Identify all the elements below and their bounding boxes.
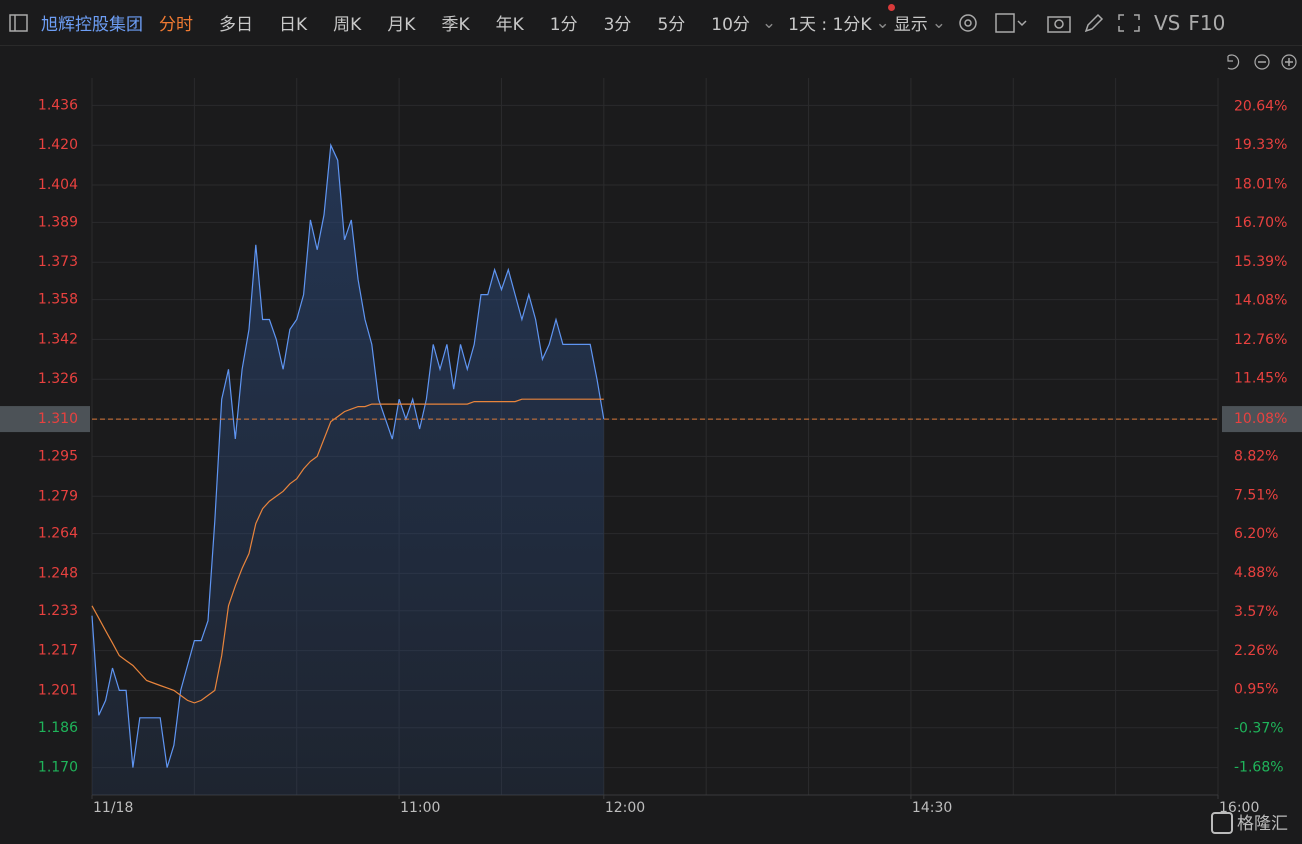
tab[interactable]: 1分 xyxy=(549,15,578,35)
watermark-text: 格隆汇 xyxy=(1237,814,1288,834)
tab[interactable]: 多日 xyxy=(219,15,253,35)
y-tick-label: 1.373 xyxy=(38,254,78,270)
display-select[interactable]: 显示 xyxy=(887,4,928,35)
y2-tick-label: -1.68% xyxy=(1234,759,1284,775)
tabs: 分时 多日 日K 周K 月K 季K 年K 1分 3分 5分 10分 xyxy=(159,10,776,35)
y2-tick-label: 20.64% xyxy=(1234,98,1287,114)
y-tick-label: 1.342 xyxy=(38,331,78,347)
average-line xyxy=(91,398,604,704)
tab[interactable]: 分时 xyxy=(159,15,193,35)
display-label: 显示 xyxy=(893,15,928,35)
vs-button[interactable]: VS xyxy=(1153,10,1181,35)
y-tick-label: 1.358 xyxy=(38,292,78,308)
y-tick-label: 1.404 xyxy=(38,177,78,193)
y2-tick-label: 16.70% xyxy=(1234,215,1287,231)
y2-tick-label: 6.20% xyxy=(1234,526,1278,542)
y-tick-label: 1.420 xyxy=(38,137,78,153)
watermark: 格隆汇 xyxy=(1211,812,1288,834)
x-tick-label: 12:00 xyxy=(605,800,645,816)
y2-tick-label: 0.95% xyxy=(1234,682,1278,698)
x-tick-label: 14:30 xyxy=(912,800,952,816)
y-tick-label: 1.295 xyxy=(38,448,78,464)
price-area xyxy=(92,145,604,795)
y2-tick-label: 10.08% xyxy=(1234,411,1287,427)
pct-highlight xyxy=(1222,406,1302,433)
sidebar-toggle[interactable] xyxy=(9,13,29,33)
tab[interactable]: 日K xyxy=(279,15,308,35)
y-tick-label: 1.217 xyxy=(38,643,78,659)
y-tick-label: 1.436 xyxy=(38,97,78,113)
y-tick-label: 1.279 xyxy=(38,488,78,504)
tab[interactable]: 季K xyxy=(441,15,470,35)
tab[interactable]: 5分 xyxy=(657,15,686,35)
y2-tick-label: 8.82% xyxy=(1234,448,1278,464)
y2-tick-label: 14.08% xyxy=(1234,293,1287,309)
tab[interactable]: 月K xyxy=(387,15,416,35)
y2-tick-label: 15.39% xyxy=(1234,254,1287,270)
tab[interactable]: 年K xyxy=(495,15,524,35)
toolbar: 旭辉控股集团 分时 多日 日K 周K 月K 季K 年K 1分 3分 5分 10分 ⌄ 1天 : 1分… xyxy=(0,0,1302,46)
y2-tick-label: 18.01% xyxy=(1234,176,1287,192)
tab[interactable]: 10分 xyxy=(711,15,750,35)
y2-tick-label: 7.51% xyxy=(1234,487,1278,503)
y2-tick-label: 3.57% xyxy=(1234,604,1278,620)
tab[interactable]: 周K xyxy=(333,15,362,35)
y2-tick-label: 2.26% xyxy=(1234,643,1278,659)
f10-button[interactable]: F10 xyxy=(1188,10,1226,35)
price-highlight xyxy=(0,406,90,433)
period-select[interactable]: 1天 : 1分K xyxy=(788,15,872,35)
y2-tick-label: -0.37% xyxy=(1234,721,1284,737)
tab[interactable]: 3分 xyxy=(603,15,632,35)
y-tick-label: 1.326 xyxy=(38,371,78,387)
y-tick-label: 1.201 xyxy=(38,682,78,698)
y-tick-label: 1.389 xyxy=(38,214,78,230)
y-tick-label: 1.170 xyxy=(38,760,78,776)
stock-name[interactable]: 旭辉控股集团 xyxy=(41,15,143,35)
y2-tick-label: 4.88% xyxy=(1234,565,1278,581)
y-tick-label: 1.310 xyxy=(38,411,78,427)
tool-icons xyxy=(959,12,1140,33)
y2-tick-label: 12.76% xyxy=(1234,332,1287,348)
price-line xyxy=(91,142,605,768)
y2-tick-label: 11.45% xyxy=(1234,371,1287,387)
y-tick-label: 1.233 xyxy=(38,603,78,619)
x-tick-label: 11/18 xyxy=(93,800,133,816)
y-tick-label: 1.264 xyxy=(38,526,78,542)
x-tick-label: 16:00 xyxy=(1219,800,1259,816)
zoom-controls[interactable] xyxy=(1227,54,1297,70)
x-tick-label: 11:00 xyxy=(400,800,440,816)
y2-tick-label: 19.33% xyxy=(1234,137,1287,153)
y-tick-label: 1.186 xyxy=(38,720,78,736)
y-tick-label: 1.248 xyxy=(38,565,78,581)
